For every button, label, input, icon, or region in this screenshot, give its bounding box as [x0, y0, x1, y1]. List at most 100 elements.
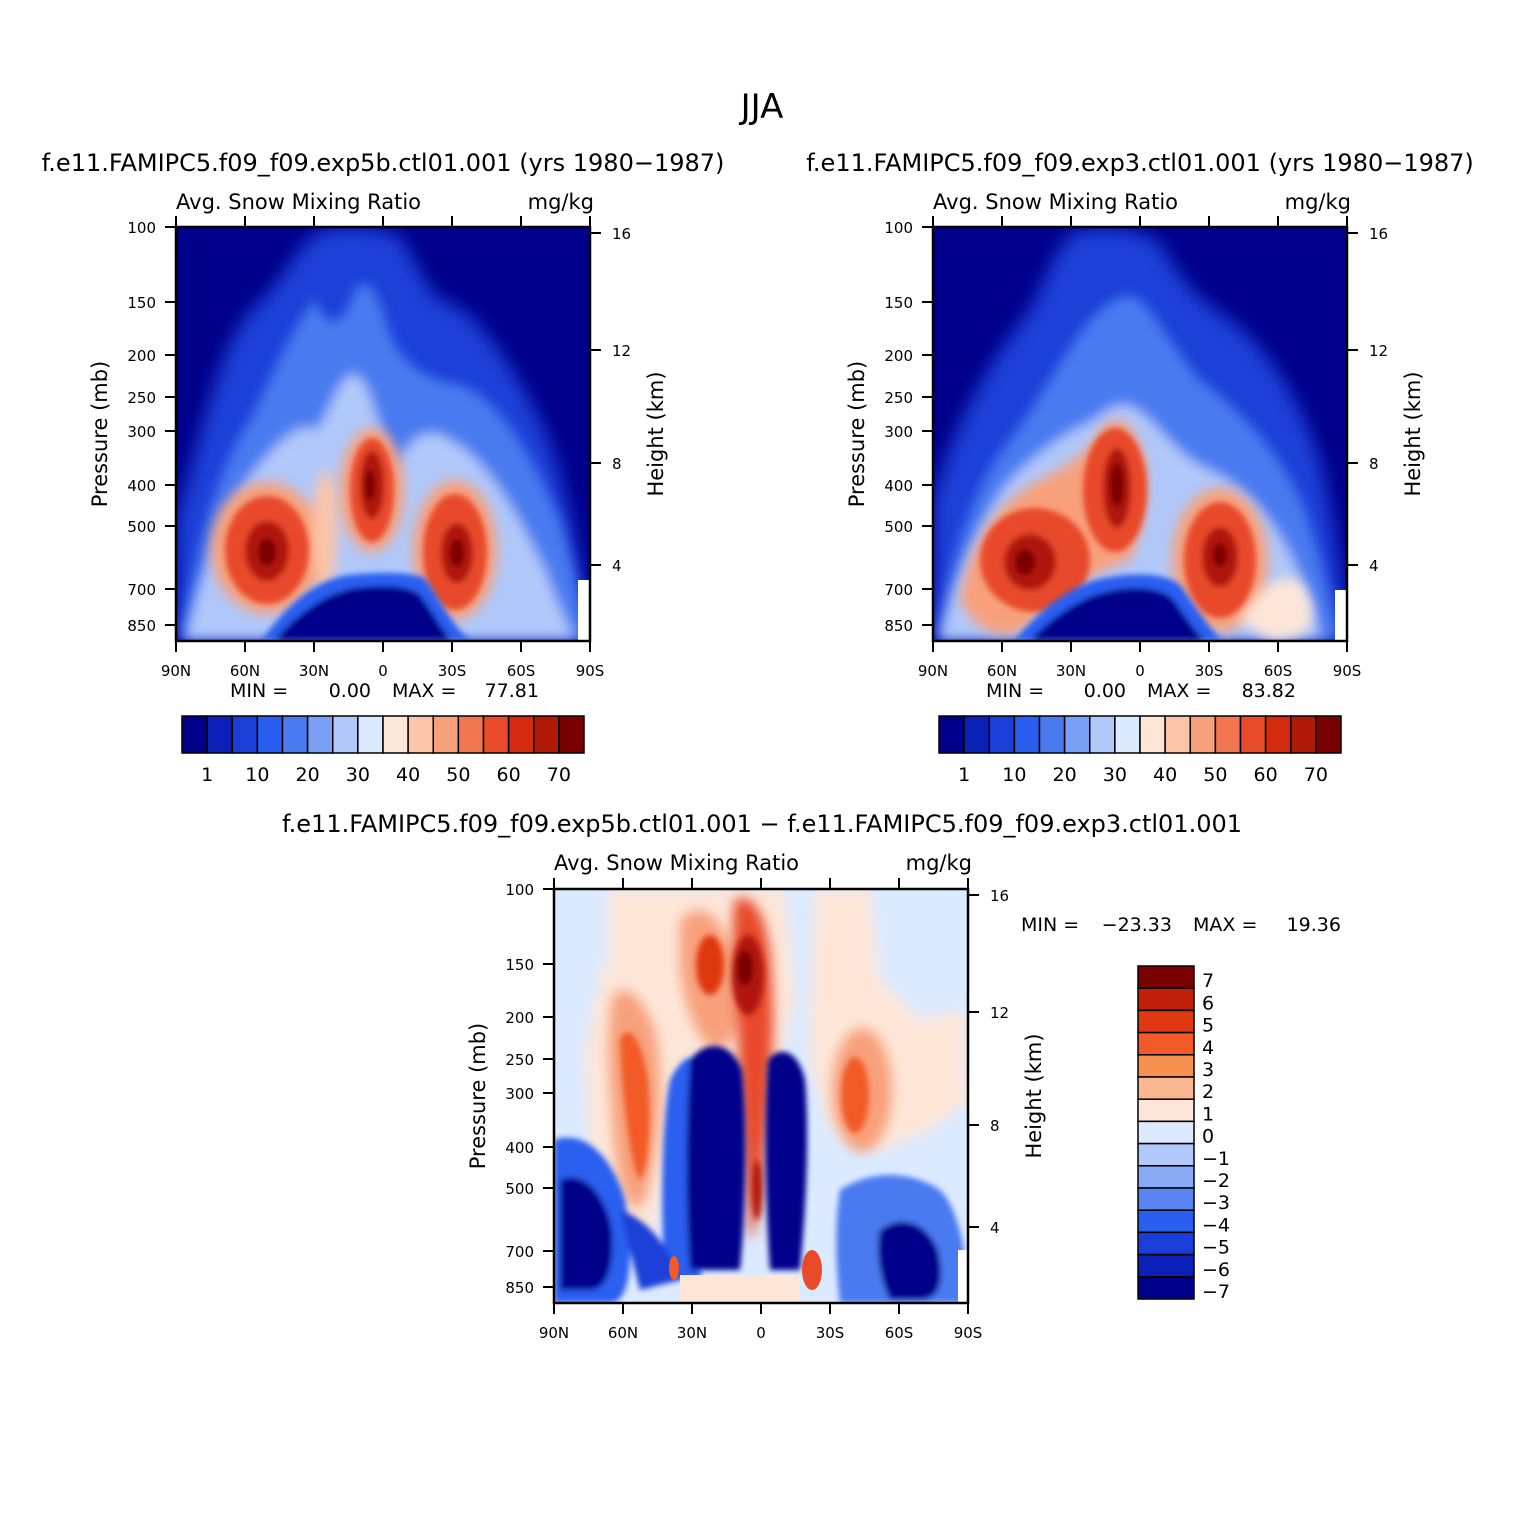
x-tick-label: 30S	[816, 1324, 845, 1342]
colorbar-label: 10	[1002, 764, 1026, 786]
colorbar-label: 0	[1202, 1126, 1214, 1148]
panel-difference: f.e11.FAMIPC5.f09_f09.exp5b.ctl01.001 − …	[282, 810, 1341, 1342]
x-tick-label: 90S	[576, 662, 605, 680]
panel-exp5b-x-ticks: 90N 60N 30N 0 30S 60S 90S	[161, 662, 604, 680]
y-tick-label: 150	[884, 294, 913, 312]
panel-exp3-y2-ticks: 16 12 8 4	[1369, 225, 1388, 575]
colorbar-box	[1137, 1231, 1195, 1256]
x-tick-label: 90S	[1333, 662, 1362, 680]
colorbar-label: 1	[958, 764, 970, 786]
y-tick-label: 850	[127, 617, 156, 635]
y2-tick-label: 16	[990, 887, 1009, 905]
difference-title: f.e11.FAMIPC5.f09_f09.exp5b.ctl01.001 − …	[282, 810, 1242, 838]
panel-difference-max-label: MAX =	[1193, 914, 1257, 936]
x-tick-label: 30N	[1056, 662, 1086, 680]
panel-exp5b-field-label: Avg. Snow Mixing Ratio	[176, 190, 421, 214]
y-tick-label: 700	[884, 581, 913, 599]
colorbar-label: 30	[1103, 764, 1127, 786]
colorbar-label: 1	[201, 764, 213, 786]
colorbar-box	[1137, 1142, 1195, 1167]
colorbar-box	[988, 715, 1016, 754]
colorbar-box	[1139, 715, 1166, 754]
x-tick-label: 60S	[507, 662, 536, 680]
panel-exp5b-min-value: 0.00	[329, 680, 371, 702]
x-tick-label: 60N	[230, 662, 260, 680]
y-tick-label: 100	[127, 219, 156, 237]
colorbar-label: 6	[1202, 992, 1214, 1014]
colorbar-box	[1137, 1031, 1195, 1056]
panel-exp5b-y2label: Height (km)	[644, 371, 668, 496]
y-tick-label: 300	[127, 423, 156, 441]
colorbar-box	[457, 715, 485, 754]
y-tick-label: 300	[884, 423, 913, 441]
panel-exp5b-contour-field	[176, 227, 590, 641]
colorbar-label: 50	[446, 764, 470, 786]
colorbar-box	[407, 715, 434, 754]
colorbar-box	[1214, 715, 1242, 754]
colorbar-box	[281, 715, 309, 754]
colorbar-box	[1013, 715, 1041, 754]
y2-tick-label: 8	[612, 455, 622, 473]
y-tick-label: 150	[127, 294, 156, 312]
colorbar-box	[1137, 1253, 1195, 1278]
y-tick-label: 500	[127, 518, 156, 536]
x-tick-label: 60S	[1264, 662, 1293, 680]
colorbar-label: 1	[1202, 1103, 1214, 1125]
colorbar-label: 5	[1202, 1015, 1214, 1037]
colorbar-box	[357, 715, 384, 754]
x-tick-label: 0	[378, 662, 388, 680]
panel-difference-tick-marks	[543, 878, 979, 1314]
colorbar-box	[1137, 965, 1195, 989]
colorbar-box	[332, 715, 359, 754]
panel-exp5b-units: mg/kg	[528, 190, 594, 214]
colorbar-box	[1137, 1187, 1195, 1211]
colorbar-box	[938, 715, 965, 754]
colorbar-box	[231, 715, 259, 754]
colorbar-box	[1137, 1054, 1195, 1078]
y2-tick-label: 4	[990, 1219, 1000, 1237]
colorbar-box	[963, 715, 990, 754]
colorbar-label: 60	[1254, 764, 1278, 786]
colorbar-label: 20	[1053, 764, 1077, 786]
y-tick-label: 250	[884, 389, 913, 407]
panel-exp3-y2label: Height (km)	[1401, 371, 1425, 496]
panel-exp3-units: mg/kg	[1285, 190, 1351, 214]
colorbar-label: 70	[1304, 764, 1328, 786]
panel-difference-contour-field	[554, 889, 968, 1303]
panel-difference-field-label: Avg. Snow Mixing Ratio	[554, 851, 799, 875]
panel-exp5b-max-label: MAX =	[392, 680, 456, 702]
colorbar-box	[1137, 1076, 1195, 1100]
panel-exp5b-tick-marks	[165, 216, 601, 652]
panel-exp3: f.e11.FAMIPC5.f09_f09.exp3.ctl01.001 (yr…	[806, 149, 1474, 786]
panel-difference-y2-ticks: 16 12 8 4	[990, 887, 1009, 1237]
x-tick-label: 60S	[885, 1324, 914, 1342]
colorbar-label: 30	[346, 764, 370, 786]
y-tick-label: 200	[505, 1009, 534, 1027]
colorbar-box	[507, 715, 535, 754]
panel-exp3-colorbar: 1 10 20 30 40 50 60 70	[938, 715, 1342, 786]
y-tick-label: 150	[505, 956, 534, 974]
panel-exp5b: f.e11.FAMIPC5.f09_f09.exp5b.ctl01.001 (y…	[42, 149, 725, 786]
colorbar-label: 20	[296, 764, 320, 786]
y-tick-label: 250	[505, 1051, 534, 1069]
colorbar-label: 4	[1202, 1037, 1214, 1059]
colorbar-box	[382, 715, 409, 754]
colorbar-label: 60	[497, 764, 521, 786]
panel-exp3-min-value: 0.00	[1084, 680, 1126, 702]
colorbar-box	[1038, 715, 1066, 754]
colorbar-label: 7	[1202, 970, 1214, 992]
colorbar-box	[432, 715, 460, 754]
panel-exp3-max-value: 83.82	[1242, 680, 1296, 702]
y-tick-label: 300	[505, 1085, 534, 1103]
colorbar-label: −1	[1202, 1148, 1230, 1170]
panel-exp3-tick-marks	[922, 216, 1358, 652]
colorbar-box	[1239, 715, 1267, 754]
colorbar-box	[1063, 715, 1091, 754]
y2-tick-label: 8	[990, 1117, 1000, 1135]
panel-exp5b-case-title: f.e11.FAMIPC5.f09_f09.exp5b.ctl01.001 (y…	[42, 149, 725, 177]
x-tick-label: 30S	[438, 662, 467, 680]
colorbar-label: 2	[1202, 1081, 1214, 1103]
colorbar-box	[1137, 1209, 1195, 1234]
panel-exp3-x-ticks: 90N 60N 30N 0 30S 60S 90S	[918, 662, 1361, 680]
y2-tick-label: 12	[612, 342, 631, 360]
